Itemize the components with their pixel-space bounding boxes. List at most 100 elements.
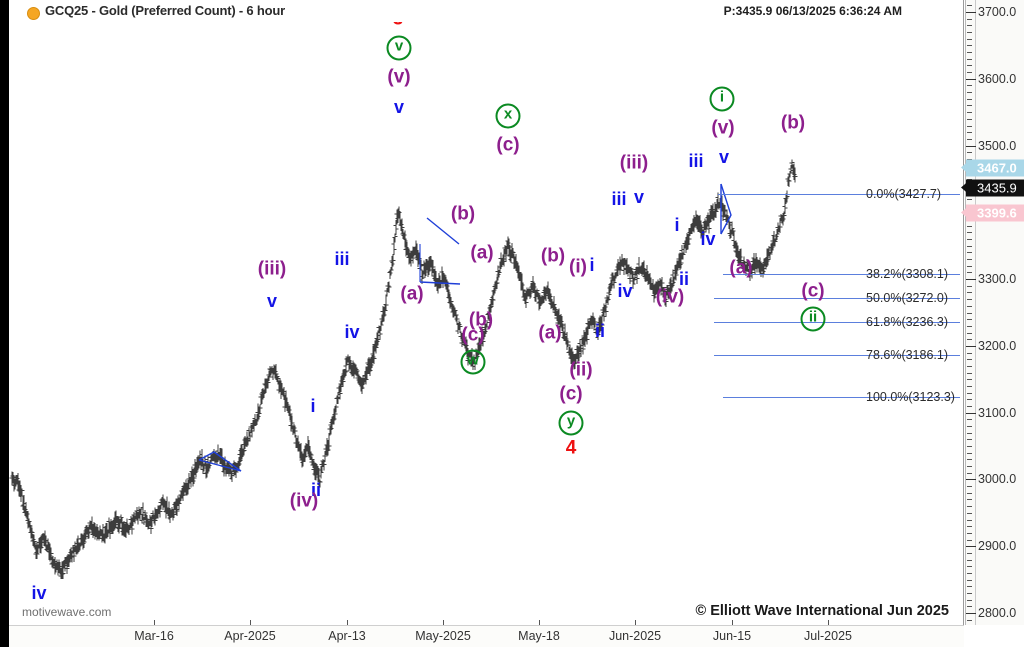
axis-tick [967, 506, 972, 508]
axis-tick [967, 319, 972, 321]
axis-tick [967, 599, 972, 601]
axis-tick [967, 252, 972, 254]
price-axis[interactable]: 3700.0 3600.0 3500.0 3300.0 3200.0 3100.0 3000… [961, 0, 1024, 625]
wave-label-v: v [266, 291, 278, 311]
time-axis-tick [635, 620, 636, 626]
axis-tick [966, 546, 976, 548]
time-axis-label: Jun-15 [712, 629, 752, 643]
axis-tick [967, 526, 972, 528]
price-axis-label: 2800.0 [978, 606, 1017, 620]
price-axis-label: 3500.0 [978, 138, 1017, 153]
axis-tick [967, 72, 972, 74]
axis-tick [967, 152, 972, 154]
page-title: GCQ25 - Gold (Preferred Count) - 6 hour [45, 3, 285, 18]
axis-tick [967, 352, 972, 354]
last-price-tag: 3435.9 [961, 179, 1024, 197]
axis-tick [967, 138, 972, 140]
wave-label-a: (a) [400, 283, 424, 305]
axis-tick [967, 118, 972, 120]
axis-tick [967, 18, 972, 20]
wave-label-v: v [393, 97, 405, 117]
axis-tick [966, 613, 976, 614]
axis-tick [967, 178, 972, 180]
wave-label-a: (a) [538, 322, 562, 344]
price-axis-label: 3200.0 [978, 338, 1017, 353]
axis-tick [967, 512, 972, 514]
wave-label-ii: ii [594, 321, 606, 341]
wave-label-a: (a) [470, 242, 494, 264]
axis-tick [966, 78, 976, 80]
wave-label-ii: ii [800, 306, 826, 332]
price-axis-label: 3600.0 [978, 71, 1017, 86]
price-axis-label: 3700.0 [978, 5, 1017, 19]
axis-tick [967, 292, 972, 294]
price-plot-area[interactable]: 0.0%(3427.7) 38.2%(3308.1) 50.0%(3272.0) 61… [9, 22, 964, 622]
axis-tick [966, 479, 976, 481]
fib-level-line [723, 397, 960, 399]
axis-tick [967, 32, 972, 34]
axis-tick [967, 579, 972, 581]
axis-tick [967, 225, 972, 227]
axis-tick [967, 272, 972, 274]
high-tag: 3467.0 [961, 159, 1024, 177]
wave-label-iii: (iii) [257, 258, 287, 280]
fib-level-label: 0.0%(3427.7) [866, 186, 942, 201]
wave-label-v: v [633, 187, 645, 207]
wave-label-iii: iii [688, 151, 704, 171]
wave-label-b: (b) [540, 245, 566, 267]
axis-tick [967, 38, 972, 40]
axis-tick [967, 486, 972, 488]
wave-label-i: i [310, 396, 316, 416]
wave-label-i: i [589, 255, 595, 275]
axis-tick [967, 332, 972, 334]
axis-tick [967, 65, 972, 67]
price-axis-label: 3000.0 [978, 472, 1017, 487]
wave-label-ii: ii [310, 480, 322, 500]
axis-tick [967, 245, 972, 247]
time-axis-label: Apr-13 [328, 629, 366, 643]
axis-tick [966, 279, 976, 281]
wave-label-c: (c) [496, 134, 520, 156]
time-axis-tick [347, 620, 348, 626]
axis-tick [967, 232, 972, 234]
axis-tick [967, 359, 972, 361]
wave-label-a: (a) [729, 257, 753, 279]
wave-label-iii: iii [611, 189, 627, 209]
time-axis-label: Mar-16 [134, 629, 174, 643]
fib-level-line [718, 193, 960, 195]
axis-tick [967, 619, 972, 621]
low-tag: 3399.6 [961, 204, 1024, 222]
axis-tick [967, 552, 972, 554]
axis-tick [967, 52, 972, 54]
axis-tick [967, 466, 972, 468]
fib-level-line [714, 297, 960, 299]
axis-tick [967, 459, 972, 461]
axis-tick [967, 559, 972, 561]
wave-label-iv: iv [617, 281, 633, 301]
axis-tick [967, 98, 972, 100]
axis-tick [967, 572, 972, 574]
time-axis[interactable]: Mar-16 Apr-2025 Apr-13 May-2025 May-18 Jun-20… [9, 625, 964, 647]
time-axis-label: Jul-2025 [804, 629, 852, 643]
fib-level-line [723, 273, 960, 275]
wave-label-ii: (ii) [569, 359, 593, 381]
axis-tick [967, 399, 972, 401]
fib-level-line [714, 321, 960, 323]
wave-label-b: (b) [468, 309, 494, 331]
axis-tick [967, 426, 972, 428]
wave-label-3: 3 [393, 22, 404, 29]
axis-tick [967, 452, 972, 454]
fib-level-label: 100.0%(3123.3) [866, 390, 955, 405]
axis-tick [967, 85, 972, 87]
axis-tick [967, 392, 972, 394]
axis-tick [967, 592, 972, 594]
axis-tick [966, 145, 976, 147]
wave-label-x: x [495, 103, 521, 129]
axis-tick [967, 472, 972, 474]
axis-tick [967, 405, 972, 407]
axis-tick [967, 285, 972, 287]
axis-tick [967, 539, 972, 541]
axis-tick [966, 345, 976, 347]
wave-label-w: w [460, 349, 486, 375]
axis-tick [967, 5, 972, 7]
